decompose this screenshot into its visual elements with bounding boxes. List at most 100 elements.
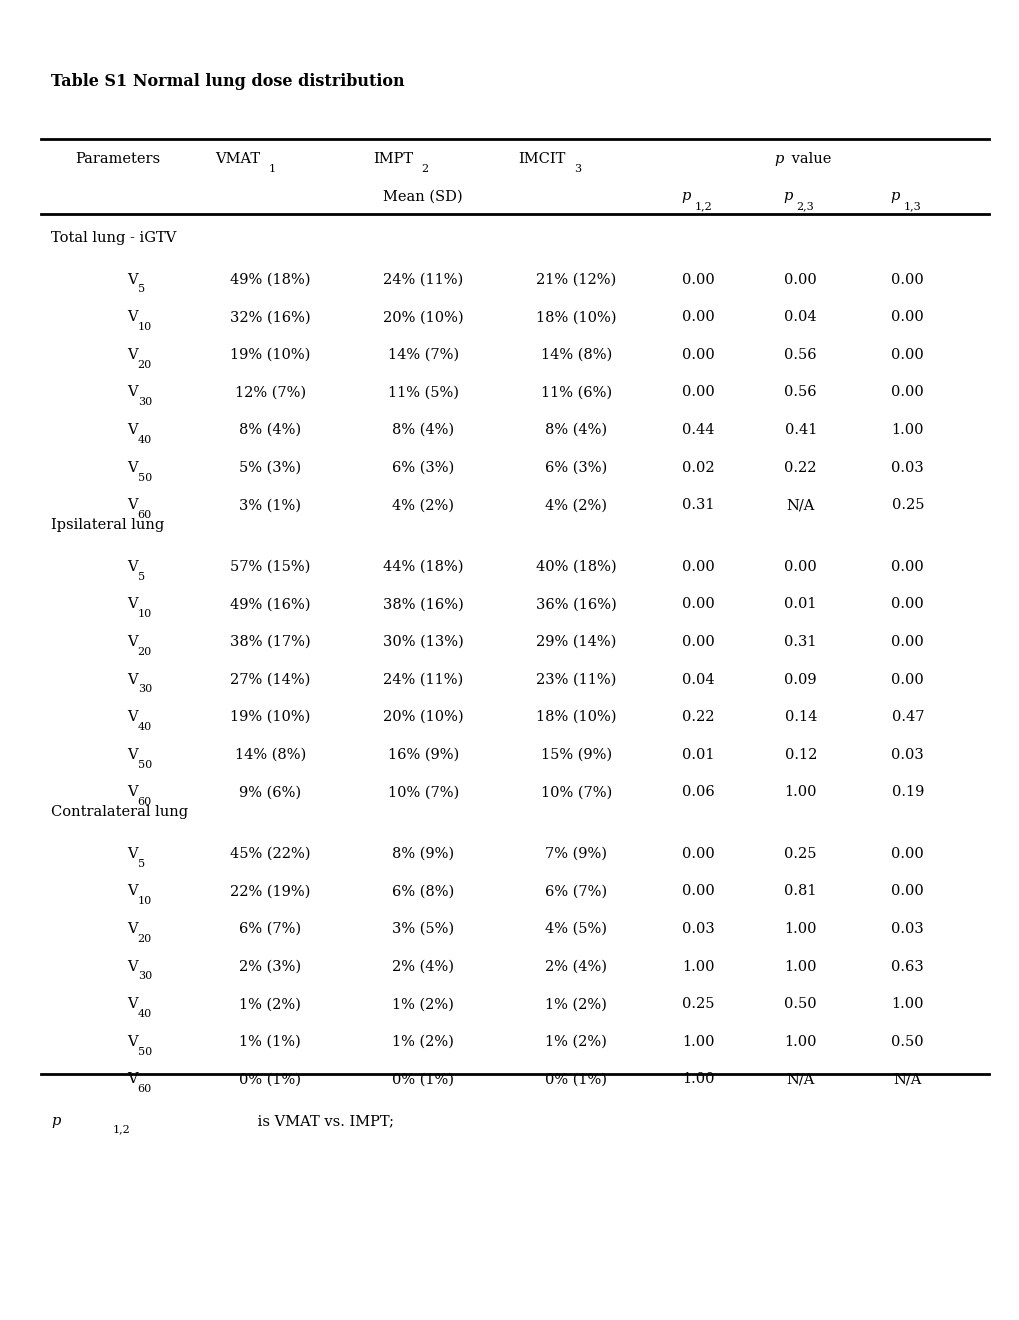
Text: 1% (2%): 1% (2%) [392,997,453,1011]
Text: p: p [51,1114,60,1127]
Text: 0.00: 0.00 [891,347,923,362]
Text: 40: 40 [138,1008,152,1019]
Text: 0.81: 0.81 [784,884,816,899]
Text: 20% (10%): 20% (10%) [382,710,464,725]
Text: 60: 60 [138,1084,152,1094]
Text: 0.01: 0.01 [682,747,714,762]
Text: 60: 60 [138,510,152,520]
Text: p: p [681,189,690,203]
Text: 0.50: 0.50 [784,997,816,1011]
Text: 10% (7%): 10% (7%) [540,785,611,800]
Text: 14% (7%): 14% (7%) [387,347,459,362]
Text: 0.00: 0.00 [891,846,923,861]
Text: 6% (3%): 6% (3%) [544,461,607,475]
Text: 0.22: 0.22 [682,710,714,725]
Text: N/A: N/A [786,498,814,512]
Text: 18% (10%): 18% (10%) [536,710,615,725]
Text: 30: 30 [138,972,152,982]
Text: 50: 50 [138,759,152,770]
Text: Mean (SD): Mean (SD) [383,189,463,203]
Text: 0.03: 0.03 [891,461,923,475]
Text: 0.00: 0.00 [891,310,923,325]
Text: 0.12: 0.12 [784,747,816,762]
Text: V: V [127,672,138,686]
Text: IMCIT: IMCIT [519,152,566,166]
Text: 0% (1%): 0% (1%) [239,1072,301,1086]
Text: 24% (11%): 24% (11%) [383,272,463,286]
Text: 20: 20 [138,933,152,944]
Text: 6% (8%): 6% (8%) [391,884,454,899]
Text: V: V [127,1072,138,1086]
Text: 36% (16%): 36% (16%) [535,597,616,611]
Text: IMPT: IMPT [373,152,413,166]
Text: 8% (4%): 8% (4%) [392,422,453,437]
Text: 27% (14%): 27% (14%) [230,672,310,686]
Text: 40% (18%): 40% (18%) [535,560,616,574]
Text: Table S1 Normal lung dose distribution: Table S1 Normal lung dose distribution [51,73,405,90]
Text: 0.14: 0.14 [784,710,816,725]
Text: V: V [127,846,138,861]
Text: 1,3: 1,3 [903,201,920,211]
Text: V: V [127,710,138,725]
Text: 0.03: 0.03 [682,921,714,936]
Text: V: V [127,884,138,899]
Text: 0.22: 0.22 [784,461,816,475]
Text: N/A: N/A [786,1072,814,1086]
Text: 0.00: 0.00 [682,635,714,649]
Text: 1.00: 1.00 [682,960,714,974]
Text: 20: 20 [138,647,152,657]
Text: V: V [127,347,138,362]
Text: 11% (6%): 11% (6%) [540,385,611,400]
Text: 32% (16%): 32% (16%) [229,310,311,325]
Text: 30: 30 [138,684,152,694]
Text: 23% (11%): 23% (11%) [536,672,615,686]
Text: 3: 3 [574,164,581,174]
Text: 2,3: 2,3 [796,201,813,211]
Text: 0.25: 0.25 [682,997,714,1011]
Text: 7% (9%): 7% (9%) [545,846,606,861]
Text: 0.25: 0.25 [784,846,816,861]
Text: 24% (11%): 24% (11%) [383,672,463,686]
Text: 1.00: 1.00 [682,1035,714,1049]
Text: 3% (1%): 3% (1%) [239,498,301,512]
Text: 4% (5%): 4% (5%) [545,921,606,936]
Text: V: V [127,498,138,512]
Text: 60: 60 [138,797,152,808]
Text: 19% (10%): 19% (10%) [230,710,310,725]
Text: 0.47: 0.47 [891,710,923,725]
Text: 38% (16%): 38% (16%) [382,597,464,611]
Text: 3% (5%): 3% (5%) [392,921,453,936]
Text: V: V [127,960,138,974]
Text: 1,2: 1,2 [112,1125,130,1134]
Text: 0.56: 0.56 [784,347,816,362]
Text: 0.00: 0.00 [682,560,714,574]
Text: 40: 40 [138,434,152,445]
Text: 1% (2%): 1% (2%) [545,997,606,1011]
Text: V: V [127,461,138,475]
Text: 0.00: 0.00 [784,272,816,286]
Text: 2% (4%): 2% (4%) [545,960,606,974]
Text: 49% (18%): 49% (18%) [230,272,310,286]
Text: 10: 10 [138,609,152,619]
Text: 0.00: 0.00 [682,884,714,899]
Text: 0.00: 0.00 [682,385,714,400]
Text: 29% (14%): 29% (14%) [536,635,615,649]
Text: 1% (2%): 1% (2%) [239,997,301,1011]
Text: 0.00: 0.00 [891,385,923,400]
Text: V: V [127,997,138,1011]
Text: 4% (2%): 4% (2%) [545,498,606,512]
Text: 0.00: 0.00 [682,310,714,325]
Text: 20: 20 [138,359,152,370]
Text: 21% (12%): 21% (12%) [536,272,615,286]
Text: 4% (2%): 4% (2%) [392,498,453,512]
Text: 10% (7%): 10% (7%) [387,785,459,800]
Text: 0.19: 0.19 [891,785,923,800]
Text: 1.00: 1.00 [784,785,816,800]
Text: 57% (15%): 57% (15%) [230,560,310,574]
Text: V: V [127,310,138,325]
Text: 0.01: 0.01 [784,597,816,611]
Text: 10: 10 [138,896,152,907]
Text: 1: 1 [268,164,275,174]
Text: is VMAT vs. IMPT;: is VMAT vs. IMPT; [253,1114,398,1127]
Text: 0.50: 0.50 [891,1035,923,1049]
